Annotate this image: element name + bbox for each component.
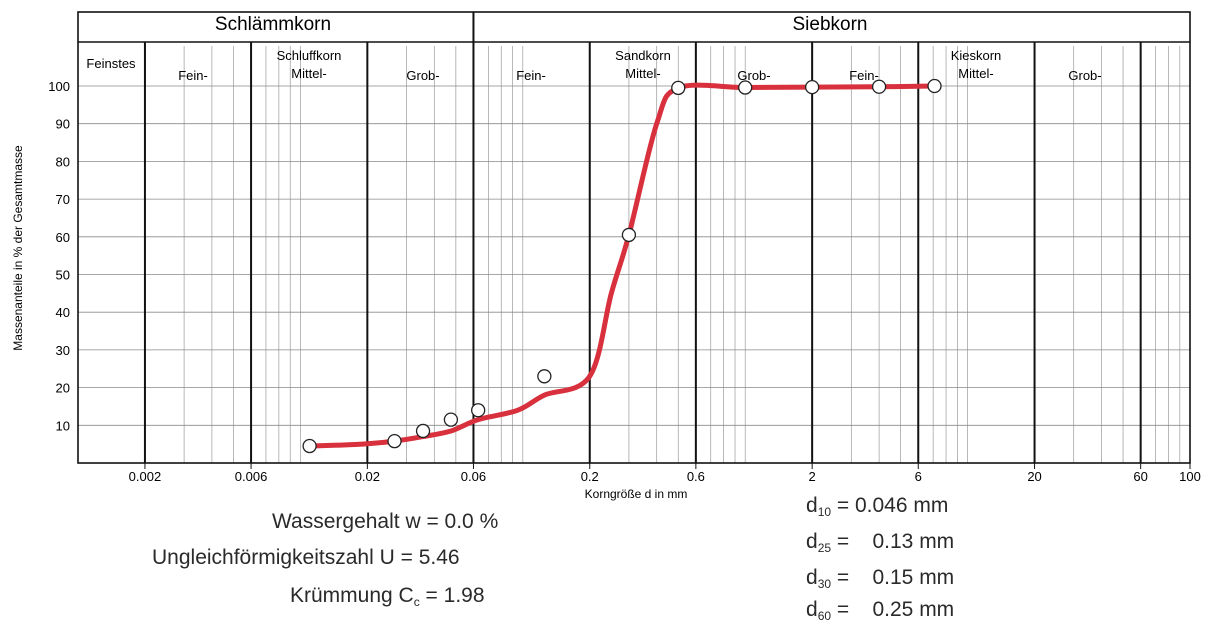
sample-point bbox=[804, 79, 820, 95]
outer-frame bbox=[77, 11, 1191, 464]
header-kies-mittel: Mittel- bbox=[958, 66, 993, 81]
sample-point bbox=[927, 78, 942, 94]
curvature-coefficient: Krümmung Cc = 1.98 bbox=[290, 584, 485, 609]
y-tick-label: 100 bbox=[48, 79, 70, 94]
sample-point bbox=[871, 79, 887, 94]
d60-value: d60 = 0.25 mm bbox=[806, 598, 955, 623]
header-feinstes: Feinstes bbox=[86, 56, 136, 71]
header-kies-fein: Fein- bbox=[849, 68, 879, 83]
header-schluff-mittel: Mittel- bbox=[291, 66, 326, 81]
sample-point bbox=[302, 438, 317, 454]
x-tick-label: 100 bbox=[1179, 469, 1201, 484]
sample-point bbox=[471, 403, 486, 418]
x-tick-label: 20 bbox=[1027, 469, 1041, 484]
x-axis-label: Korngröße d in mm bbox=[585, 487, 688, 501]
y-tick-label: 10 bbox=[56, 418, 70, 433]
y-axis-label: Massenanteile in % der Gesamtmasse bbox=[11, 145, 25, 351]
header-siebkorn: Siebkorn bbox=[793, 14, 868, 35]
y-tick-label: 30 bbox=[56, 343, 70, 358]
chart-frame bbox=[77, 11, 1191, 464]
x-tick-label: 60 bbox=[1133, 469, 1147, 484]
header-schluff-grob: Grob- bbox=[406, 68, 439, 83]
chart-header: Schlämmkorn Siebkorn Feinstes Schluffkor… bbox=[86, 14, 1101, 83]
y-tick-label: 50 bbox=[56, 268, 70, 283]
header-schluffkorn: Schluffkorn bbox=[277, 48, 342, 63]
grid bbox=[77, 46, 1190, 463]
y-tick-label: 90 bbox=[56, 117, 70, 132]
header-sand-mittel: Mittel- bbox=[625, 66, 660, 81]
d10-value: d10 = 0.046 mm bbox=[806, 494, 949, 519]
header-sand-fein: Fein- bbox=[516, 68, 546, 83]
x-tick-label: 0.6 bbox=[687, 469, 705, 484]
sample-points bbox=[302, 78, 942, 454]
y-tick-label: 70 bbox=[56, 192, 70, 207]
header-sandkorn: Sandkorn bbox=[615, 48, 671, 63]
uniformity-coefficient: Ungleichförmigkeitszahl U = 5.46 bbox=[152, 546, 460, 569]
y-tick-label: 20 bbox=[56, 381, 70, 396]
x-tick-label: 0.02 bbox=[355, 469, 380, 484]
water-content: Wassergehalt w = 0.0 % bbox=[272, 510, 499, 533]
header-kies-grob: Grob- bbox=[1068, 68, 1101, 83]
sample-point bbox=[537, 369, 552, 384]
header-schluff-fein: Fein- bbox=[178, 68, 208, 83]
x-tick-label: 2 bbox=[809, 469, 816, 484]
header-kieskorn: Kieskorn bbox=[951, 48, 1002, 63]
x-tick-label: 0.2 bbox=[581, 469, 599, 484]
d25-value: d25 = 0.13 mm bbox=[806, 530, 955, 555]
sample-point bbox=[738, 80, 753, 95]
x-tick-label: 0.06 bbox=[461, 469, 486, 484]
y-tick-label: 40 bbox=[56, 305, 70, 320]
sample-point bbox=[387, 433, 402, 449]
y-tick-label: 60 bbox=[56, 230, 70, 245]
sample-point bbox=[621, 227, 637, 243]
header-schlaemmkorn: Schlämmkorn bbox=[215, 14, 331, 35]
grading-curve-line bbox=[307, 82, 937, 449]
d30-value: d30 = 0.15 mm bbox=[806, 566, 955, 591]
y-tick-label: 80 bbox=[56, 154, 70, 169]
sample-point bbox=[443, 412, 459, 427]
x-tick-label: 0.006 bbox=[235, 469, 268, 484]
axes: Korngröße d in mm Massenanteile in % der… bbox=[11, 79, 1201, 501]
x-tick-label: 6 bbox=[915, 469, 922, 484]
header-sand-grob: Grob- bbox=[737, 68, 770, 83]
x-tick-label: 0.002 bbox=[129, 469, 162, 484]
grading-curve bbox=[307, 82, 937, 449]
sample-point bbox=[671, 80, 686, 96]
sample-point bbox=[415, 423, 431, 439]
